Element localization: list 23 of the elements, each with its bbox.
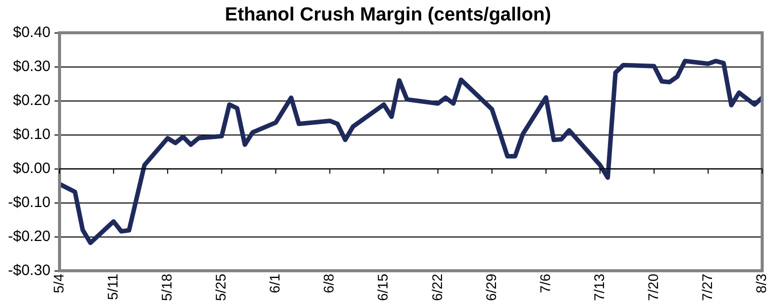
x-tick-label: 6/22	[428, 274, 445, 301]
x-tick-label: 5/4	[50, 274, 66, 294]
x-tick-label: 6/15	[374, 274, 391, 301]
x-tick-label: 7/13	[590, 274, 607, 301]
y-tick-label: $0.10	[12, 126, 51, 143]
x-tick-label: 7/20	[644, 274, 661, 301]
chart-title: Ethanol Crush Margin (cents/gallon)	[224, 4, 552, 26]
y-tick-label: $0.40	[12, 24, 51, 41]
x-tick-label: 7/27	[699, 274, 716, 301]
x-tick-label: 6/1	[266, 274, 283, 294]
x-tick-label: 5/25	[212, 274, 229, 301]
y-tick-label: $0.30	[12, 58, 51, 75]
x-tick-label: 8/3	[753, 274, 770, 294]
x-tick-label: 6/8	[320, 274, 337, 294]
y-tick-label: $0.20	[12, 92, 51, 109]
y-tick-label: -$0.20	[8, 228, 51, 245]
x-tick-label: 7/6	[536, 274, 553, 294]
x-tick-label: 5/18	[158, 274, 174, 301]
y-tick-label: $0.00	[12, 160, 51, 177]
y-tick-label: -$0.10	[8, 194, 51, 211]
x-tick-label: 5/11	[104, 274, 120, 300]
y-tick-label: -$0.30	[8, 262, 51, 279]
x-tick-label: 6/29	[482, 274, 499, 301]
